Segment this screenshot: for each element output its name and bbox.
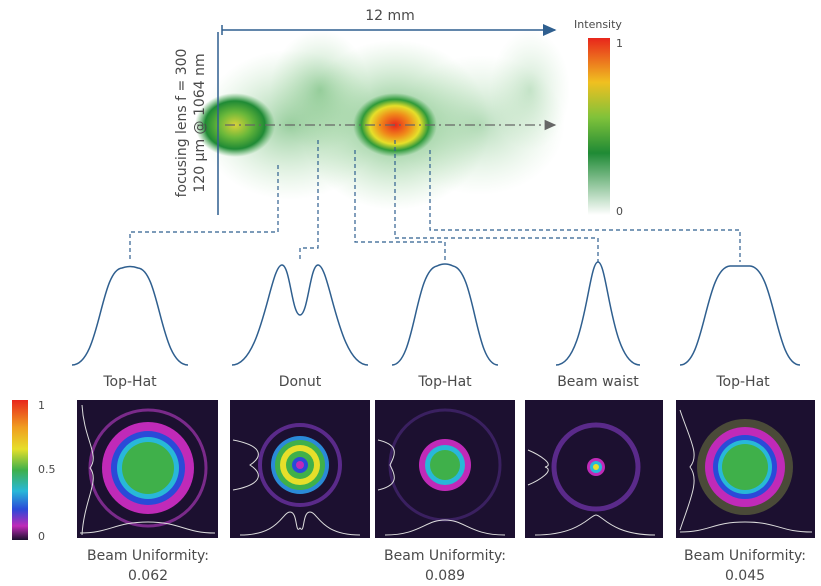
width-label: 12 mm [365,8,415,24]
colorbar-max: 1 [616,37,623,50]
beam-image [375,400,515,538]
beam-image [525,400,663,538]
beam-image [676,400,815,538]
beam-image [77,400,218,538]
uniformity-value: 0.089 [425,568,465,584]
intensity-colorbar [588,38,610,215]
beam-heatmap [195,30,570,215]
uniformity-label: Beam Uniformity: [87,548,209,564]
profile-label: Beam waist [557,374,639,390]
colorbar-min: 0 [616,205,623,218]
uniformity-label: Beam Uniformity: [384,548,506,564]
profile-label: Top-Hat [102,374,157,390]
profiles [72,262,800,365]
beam-colorbar [12,400,28,540]
beam-colorbar-tick: 1 [38,399,45,412]
colorbar-title: Intensity [574,18,622,31]
beam-colorbar-tick: 0.5 [38,463,56,476]
lens-label: focusing lens f = 300 [174,49,190,198]
uniformity-value: 0.045 [725,568,765,584]
profile-label: Donut [279,374,322,390]
profile-label: Top-Hat [715,374,770,390]
beam-image [230,400,370,538]
figure: 12 mm focusing lens f = 300 120 µm @ 106… [0,0,821,586]
spot-label: 120 µm @ 1064 nm [192,53,208,192]
beam-colorbar-tick: 0 [38,530,45,543]
uniformity-label: Beam Uniformity: [684,548,806,564]
profile-label: Top-Hat [417,374,472,390]
uniformity-value: 0.062 [128,568,168,584]
